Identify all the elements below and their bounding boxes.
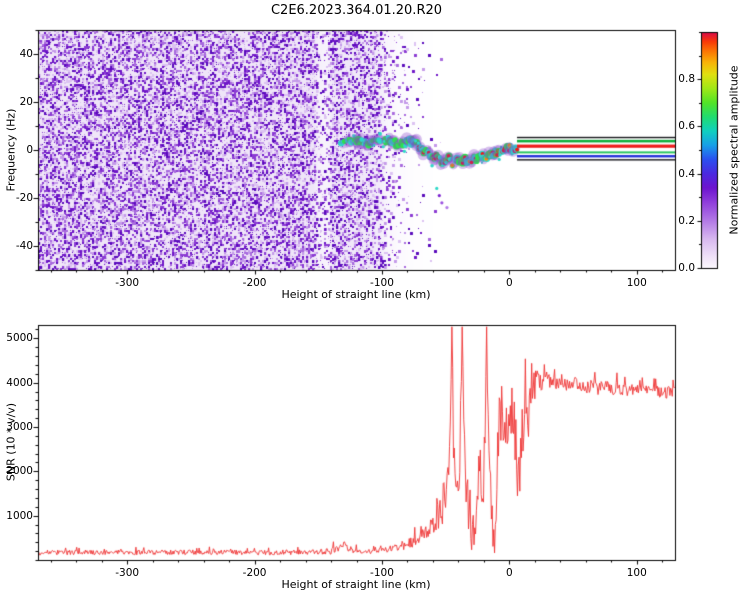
spectrogram-x-tick-label: -300	[115, 277, 140, 289]
colorbar-label: Normalized spectral amplitude	[727, 65, 741, 235]
snr-x-tick-label: -300	[115, 567, 140, 579]
snr-x-tick-label: 100	[626, 567, 647, 579]
snr-x-tick-label: -200	[242, 567, 267, 579]
snr-x-tick-label: 0	[506, 567, 513, 579]
colorbar-tick-label: 0.2	[678, 214, 695, 227]
spectrogram-x-tick-label: 0	[506, 277, 513, 289]
spectrogram-y-tick-label: 40	[19, 48, 33, 60]
colorbar-tick-label: 0.6	[678, 120, 695, 133]
spectrogram-y-tick-label: -40	[15, 240, 33, 252]
spectrogram-x-tick-label: -100	[370, 277, 394, 289]
snr-y-tick-label: 3000	[6, 420, 33, 433]
spectrogram-x-tick-label: 100	[626, 277, 647, 289]
snr-y-tick-label: 5000	[6, 332, 33, 345]
snr-y-tick-label: 4000	[6, 376, 33, 389]
colorbar-tick-label: 0.8	[678, 73, 695, 86]
snr-y-tick-label: 1000	[6, 509, 33, 522]
spectrogram-x-tick-label: -200	[242, 277, 267, 289]
snr-x-axis-label: Height of straight line (km)	[281, 578, 431, 591]
spectrogram-y-tick-label: 0	[26, 144, 33, 156]
snr-x-tick-label: -100	[370, 567, 394, 579]
spectrogram-x-axis-label: Height of straight line (km)	[281, 288, 431, 301]
figure-title: C2E6.2023.364.01.20.R20	[270, 3, 443, 18]
spectrogram-y-tick-label: -20	[15, 192, 33, 204]
spectrogram-y-tick-label: 20	[19, 96, 33, 108]
colorbar-tick-label: 0.0	[678, 262, 695, 274]
colorbar-tick-label: 0.4	[678, 167, 695, 180]
snr-y-tick-label: 2000	[6, 465, 33, 478]
